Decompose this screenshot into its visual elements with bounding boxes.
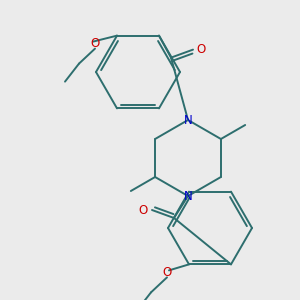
Text: O: O bbox=[196, 43, 206, 56]
Text: N: N bbox=[184, 190, 192, 202]
Text: O: O bbox=[90, 37, 100, 50]
Text: O: O bbox=[138, 203, 148, 217]
Text: N: N bbox=[184, 113, 192, 127]
Text: O: O bbox=[162, 266, 172, 279]
